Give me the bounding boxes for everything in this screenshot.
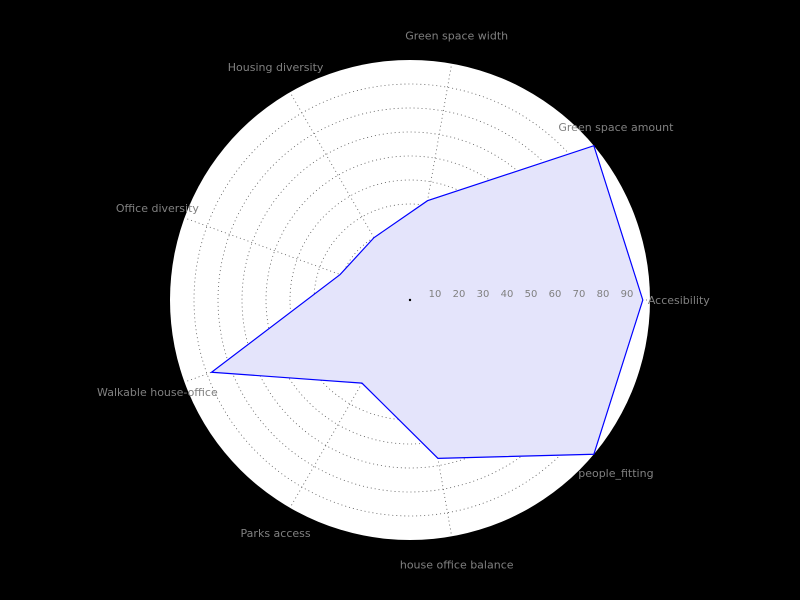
tick-label-10: 10	[429, 289, 442, 300]
axis-label-accesibility: Accesibility	[648, 294, 710, 307]
tick-label-30: 30	[477, 289, 490, 300]
tick-label-60: 60	[549, 289, 562, 300]
radial-tick-labels: 10 20 30 40 50 60 70 80 90	[429, 289, 634, 300]
axis-label-green-space-width: Green space width	[405, 29, 508, 42]
axis-label-housing-diversity: Housing diversity	[228, 61, 324, 74]
tick-label-90: 90	[621, 289, 634, 300]
axis-label-people-fitting: people_fitting	[578, 467, 653, 480]
axis-label-green-space-amount: Green space amount	[558, 121, 674, 134]
axis-label-office-diversity: Office diversity	[116, 202, 200, 215]
center-point	[408, 298, 412, 302]
tick-label-40: 40	[501, 289, 514, 300]
tick-label-70: 70	[573, 289, 586, 300]
series-area	[209, 144, 644, 459]
axis-label-walkable-house-office: Walkable house-office	[97, 386, 218, 399]
axis-label-parks-access: Parks access	[241, 527, 311, 540]
axis-labels: Accesibility Green space amount Green spac…	[97, 29, 710, 571]
tick-label-50: 50	[525, 289, 538, 300]
tick-label-20: 20	[453, 289, 466, 300]
tick-label-80: 80	[597, 289, 610, 300]
axis-label-house-office-balance: house office balance	[400, 559, 514, 572]
